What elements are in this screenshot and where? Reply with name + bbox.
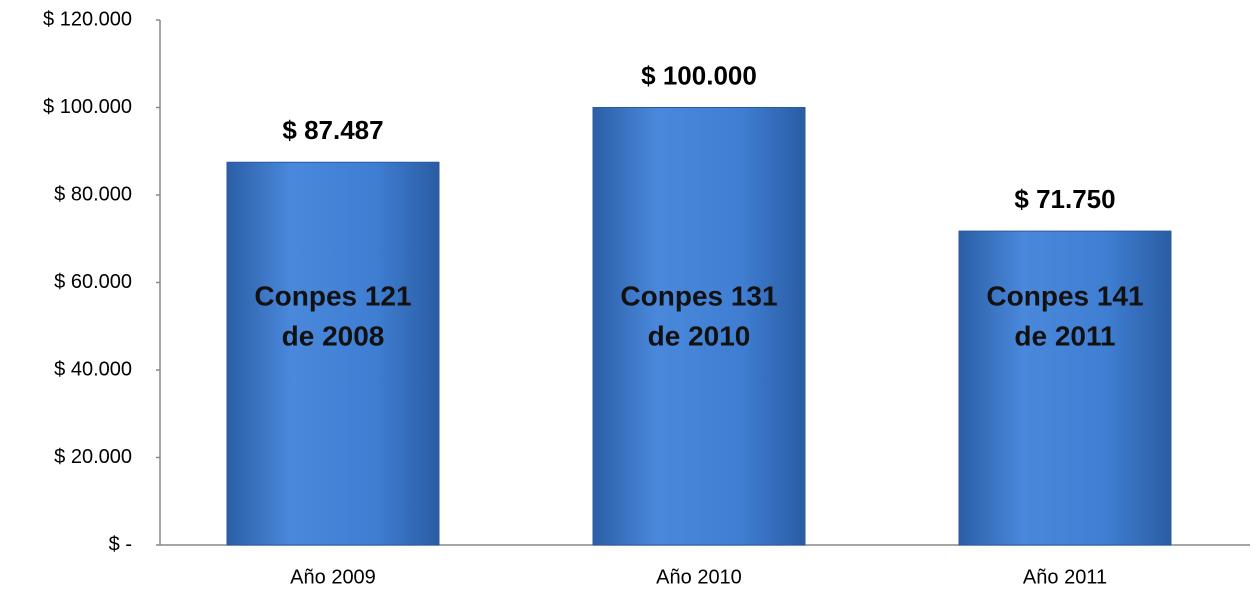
x-tick-label: Año 2009 bbox=[290, 566, 376, 588]
bar bbox=[592, 107, 806, 546]
bar-label: de 2011 bbox=[1014, 320, 1115, 351]
y-tick-label: $ 100.000 bbox=[43, 96, 132, 118]
bar-label: de 2008 bbox=[282, 320, 385, 351]
x-tick-label: Año 2011 bbox=[1023, 566, 1107, 588]
x-tick-label: Año 2010 bbox=[656, 566, 742, 588]
value-label: $ 71.750 bbox=[1014, 184, 1115, 214]
value-label: $ 87.487 bbox=[282, 115, 383, 145]
y-tick-label: $ 80.000 bbox=[54, 183, 132, 205]
y-tick-label: $ 120.000 bbox=[43, 8, 132, 30]
y-tick-label: $ 60.000 bbox=[54, 271, 132, 293]
bar bbox=[958, 230, 1172, 546]
y-tick-label: $ - bbox=[109, 533, 132, 555]
bar bbox=[226, 161, 440, 546]
value-label: $ 100.000 bbox=[641, 60, 757, 90]
bar-label: Conpes 121 bbox=[254, 280, 411, 311]
y-tick-label: $ 20.000 bbox=[54, 446, 132, 468]
bar-label: Conpes 131 bbox=[620, 280, 777, 311]
y-tick-label: $ 40.000 bbox=[54, 358, 132, 380]
bar-label: Conpes 141 bbox=[986, 280, 1143, 311]
bar-label: de 2010 bbox=[648, 320, 751, 351]
